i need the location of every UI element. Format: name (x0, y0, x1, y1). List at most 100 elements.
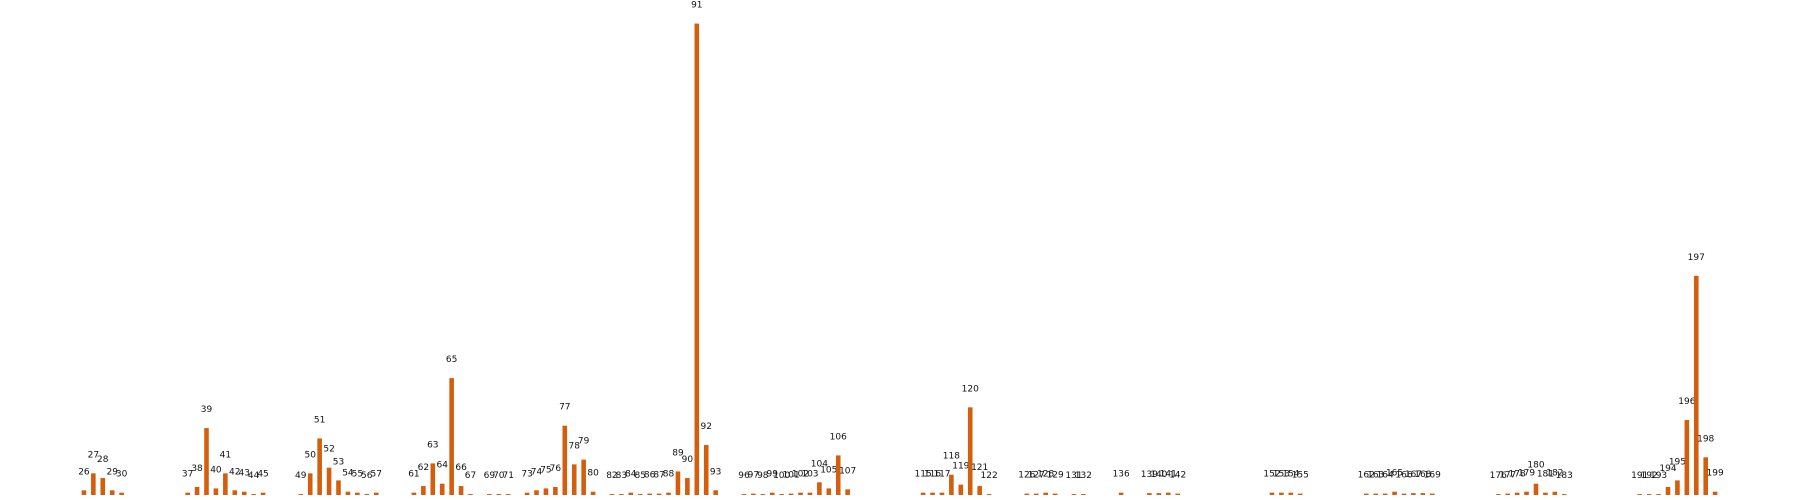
bar (685, 478, 690, 495)
bar-label: 101 (783, 471, 800, 481)
bar-label: 82 (606, 471, 617, 481)
bar (920, 492, 926, 495)
bar-label: 30 (116, 470, 128, 480)
bar-label: 80 (587, 469, 599, 479)
bar (119, 492, 124, 495)
bar-label: 88 (663, 470, 675, 480)
bar (449, 378, 454, 495)
bar (1297, 493, 1303, 495)
bar (430, 463, 436, 495)
bar (553, 486, 558, 495)
bar (1646, 494, 1652, 495)
bar (930, 492, 935, 495)
bar-label: 117 (933, 470, 950, 480)
bar (1703, 457, 1709, 495)
bar-label: 128 (1037, 470, 1054, 480)
bar-label: 196 (1678, 397, 1695, 407)
bar (656, 493, 662, 495)
bar-label: 105 (820, 465, 837, 475)
bar (1420, 493, 1426, 495)
bar-label: 183 (1556, 471, 1573, 481)
bar (986, 494, 992, 495)
bar-label: 70 (493, 471, 505, 481)
bar (1514, 492, 1520, 495)
bar (1693, 275, 1699, 495)
bar (204, 428, 209, 495)
bar (807, 492, 813, 495)
bar-label: 93 (710, 467, 721, 477)
bar-label: 67 (465, 471, 476, 481)
bar (1675, 480, 1680, 495)
bar-label: 102 (792, 470, 809, 480)
bar (1411, 493, 1416, 495)
bar-label: 118 (943, 452, 960, 462)
bar (769, 492, 775, 495)
bar (1165, 492, 1171, 495)
bar (505, 494, 511, 495)
bar-label: 28 (97, 455, 109, 465)
bar (760, 494, 766, 495)
bar (534, 490, 539, 495)
bar (1533, 483, 1539, 495)
bar (949, 474, 954, 495)
bar-label: 90 (682, 455, 694, 465)
bar-label: 166 (1395, 471, 1412, 481)
bar-label: 199 (1707, 469, 1724, 479)
bar-label: 43 (238, 469, 249, 479)
bar-label: 140 (1150, 470, 1167, 480)
bar-label: 191 (1631, 471, 1648, 481)
bar (1429, 493, 1435, 495)
bar (1373, 493, 1378, 495)
bar-label: 73 (521, 470, 532, 480)
bar (439, 483, 445, 495)
bar (421, 486, 426, 495)
bar-label: 107 (839, 466, 856, 476)
bar-label: 177 (1499, 471, 1516, 481)
bar-label: 194 (1659, 464, 1676, 474)
bar (251, 494, 256, 495)
bar-label: 65 (446, 355, 457, 365)
bar-label: 49 (295, 471, 307, 481)
bar-label: 99 (767, 470, 779, 480)
bar (939, 492, 945, 495)
bar (1495, 494, 1501, 495)
bar-label: 168 (1414, 470, 1431, 480)
bar-label: 44 (248, 471, 260, 481)
bar (637, 494, 643, 495)
bar-label: 29 (106, 467, 118, 477)
bar-label: 126 (1018, 471, 1035, 481)
bar (1175, 493, 1180, 495)
bar (1637, 494, 1643, 495)
bar-label: 87 (653, 471, 664, 481)
bar-label: 176 (1490, 471, 1507, 481)
bar-label: 42 (229, 467, 240, 477)
bar-label: 66 (455, 463, 467, 473)
bar (1288, 492, 1294, 495)
bar (1269, 492, 1275, 495)
bar (1024, 493, 1030, 495)
bar (628, 492, 634, 495)
bar (647, 493, 652, 495)
bar-label: 179 (1518, 469, 1535, 479)
bar-label: 121 (971, 463, 988, 473)
bar-label: 141 (1160, 470, 1177, 480)
bar-label: 167 (1405, 470, 1422, 480)
bar-label: 83 (616, 471, 627, 481)
bar (1665, 486, 1671, 495)
bar (1363, 493, 1369, 495)
bar (1156, 493, 1162, 495)
bar (81, 490, 87, 495)
bar-label: 165 (1386, 469, 1403, 479)
bar (260, 492, 266, 495)
bar-label: 96 (738, 471, 750, 481)
bar (1118, 492, 1124, 495)
bar (562, 425, 568, 495)
bar-label: 131 (1065, 471, 1082, 481)
bar-label: 115 (915, 470, 932, 480)
bar-label: 91 (691, 1, 702, 11)
bar-label: 197 (1688, 253, 1705, 263)
bar (1382, 493, 1388, 495)
bar-label: 193 (1650, 471, 1667, 481)
bar (581, 459, 586, 495)
bar (1071, 494, 1077, 495)
